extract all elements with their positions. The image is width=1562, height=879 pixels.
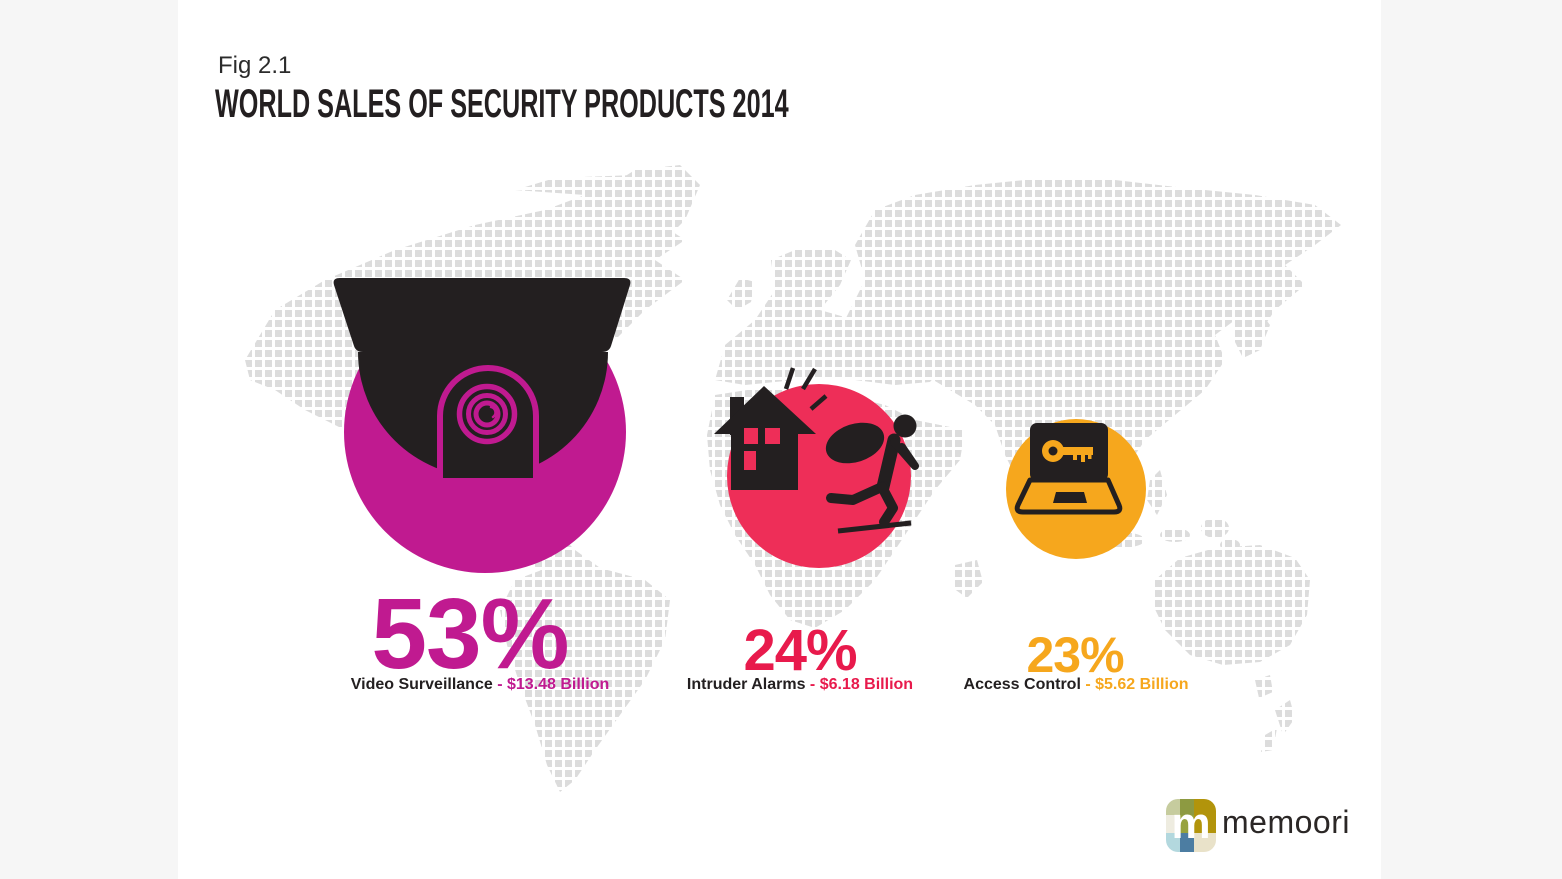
laptop-touchpad (1053, 492, 1087, 503)
lens-glint (489, 405, 497, 419)
camera-mount (333, 278, 631, 352)
video-surveillance-label: Video Surveillance - $13.48 Billion (320, 675, 640, 694)
video-surveillance-percent: 53% (371, 578, 569, 690)
right-margin-strip (1381, 0, 1562, 879)
logo-tile (1180, 814, 1194, 833)
logo-tile (1166, 832, 1180, 852)
category-name: Video Surveillance (350, 676, 493, 693)
logo-tile (1194, 814, 1216, 833)
lens-outer-ring (456, 383, 518, 445)
laptop-key-icon (1006, 419, 1146, 559)
logo-tile (1194, 832, 1216, 852)
category-amount: - $5.62 Billion (1085, 676, 1189, 693)
logo-tile (1180, 799, 1194, 815)
house (714, 386, 816, 490)
logo-tile (1166, 799, 1180, 815)
page-title: WORLD SALES OF SECURITY PRODUCTS 2014 (215, 82, 789, 126)
dome-cctv-camera-icon (333, 278, 631, 573)
alarm-sound-lines (783, 367, 828, 411)
memoori-logo-mark (1166, 799, 1216, 852)
logo-tile (1166, 814, 1180, 833)
category-name: Access Control (963, 676, 1081, 693)
intruder-alarms-percent: 24% (743, 618, 857, 683)
memoori-monogram: m (1171, 799, 1211, 848)
key-hole (1048, 446, 1058, 456)
category-amount: - $6.18 Billion (809, 676, 914, 693)
memoori-wordmark: memoori (1222, 804, 1350, 840)
access-control-label: Access Control - $5.62 Billion (916, 675, 1236, 694)
house-burglar-icon (714, 367, 919, 568)
intruder-alarms-label: Intruder Alarms - $6.18 Billion (640, 675, 960, 694)
category-amount: - $13.48 Billion (497, 676, 610, 693)
logo-tile (1194, 799, 1216, 815)
lens-pupil (478, 405, 496, 423)
access-control-percent: 23% (1026, 627, 1124, 683)
figure-number: Fig 2.1 (218, 52, 292, 79)
left-margin-strip (0, 0, 178, 879)
house-windows (744, 428, 780, 470)
category-name: Intruder Alarms (686, 676, 806, 693)
logo-tile (1180, 832, 1194, 852)
lens-mid-ring (466, 393, 508, 435)
burglar (825, 414, 919, 534)
